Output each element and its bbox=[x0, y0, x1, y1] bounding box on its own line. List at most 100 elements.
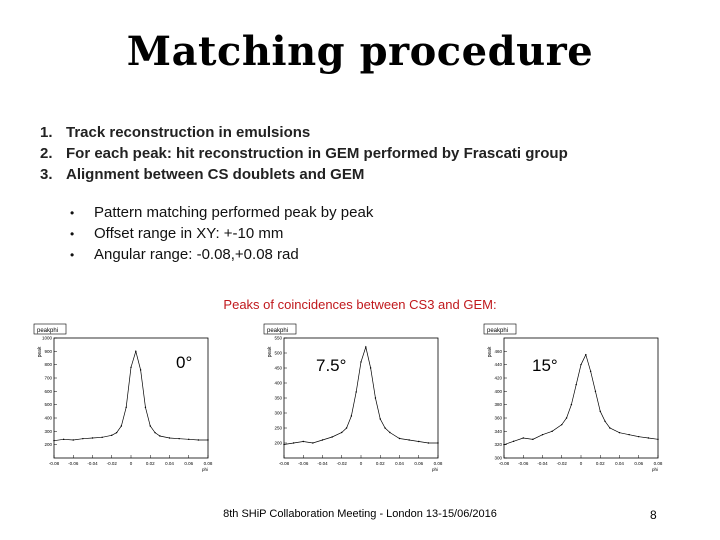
y-tick-label: 200 bbox=[274, 441, 282, 446]
angle-label-15: 15° bbox=[532, 356, 558, 375]
data-point bbox=[618, 431, 621, 434]
data-point bbox=[345, 427, 348, 429]
data-point bbox=[159, 435, 161, 437]
y-tick-label: 450 bbox=[274, 366, 282, 371]
data-point bbox=[139, 369, 142, 371]
data-point bbox=[101, 436, 103, 439]
x-tick-label: 0.06 bbox=[414, 461, 423, 466]
plot-frame bbox=[503, 337, 659, 459]
bullet-dot: • bbox=[70, 206, 75, 220]
x-tick-label: -0.04 bbox=[87, 461, 98, 466]
y-axis-label: peak bbox=[487, 346, 493, 357]
step-text: Track reconstruction in emulsions bbox=[66, 124, 311, 141]
peak-series-line bbox=[53, 350, 208, 442]
y-tick-label: 420 bbox=[494, 376, 502, 381]
data-point bbox=[589, 370, 592, 373]
steps-list: 1. Track reconstruction in emulsions 2. Fo… bbox=[40, 122, 568, 185]
plot-title: peakphi bbox=[487, 328, 508, 334]
x-tick-label: -0.08 bbox=[499, 461, 510, 466]
x-tick-label: 0.04 bbox=[615, 461, 624, 466]
y-tick-label: 400 bbox=[494, 389, 502, 394]
y-axis-label: peak bbox=[37, 346, 43, 357]
data-point bbox=[398, 437, 401, 440]
x-tick-label: 0.08 bbox=[204, 461, 213, 466]
x-tick-label: 0.06 bbox=[634, 461, 643, 466]
data-point bbox=[541, 433, 544, 436]
data-point bbox=[91, 437, 94, 439]
x-tick-label: 0 bbox=[360, 461, 363, 466]
x-tick-label: 0.02 bbox=[376, 461, 385, 466]
x-tick-label: -0.06 bbox=[298, 461, 309, 466]
data-point bbox=[427, 442, 430, 444]
data-point bbox=[512, 440, 515, 443]
data-point bbox=[604, 420, 606, 423]
y-axis-label: peak bbox=[267, 346, 273, 357]
data-point bbox=[599, 410, 601, 413]
data-point bbox=[647, 437, 650, 439]
data-point bbox=[178, 437, 180, 440]
x-tick-label: 0.08 bbox=[434, 461, 443, 466]
y-tick-label: 380 bbox=[494, 402, 502, 407]
data-point bbox=[360, 361, 362, 363]
data-point bbox=[168, 437, 171, 439]
y-tick-label: 400 bbox=[44, 416, 52, 421]
data-point bbox=[638, 435, 640, 438]
data-point bbox=[331, 436, 333, 438]
bullet-item: • Pattern matching performed peak by peak bbox=[70, 202, 373, 223]
data-point bbox=[594, 390, 597, 393]
angle-label-7-5: 7.5° bbox=[316, 356, 347, 375]
x-tick-label: -0.04 bbox=[317, 461, 328, 466]
bullet-text: Pattern matching performed peak by peak bbox=[94, 204, 374, 221]
data-point bbox=[111, 434, 113, 437]
y-tick-label: 340 bbox=[494, 429, 502, 434]
step-text: For each peak: hit reconstruction in GEM… bbox=[66, 145, 568, 162]
step-item: 3. Alignment between CS doublets and GEM bbox=[40, 164, 568, 185]
data-point bbox=[188, 438, 190, 441]
x-tick-label: 0 bbox=[130, 461, 133, 466]
y-tick-label: 460 bbox=[494, 349, 502, 354]
x-tick-label: 0.04 bbox=[165, 461, 174, 466]
y-tick-label: 360 bbox=[494, 416, 502, 421]
plot-title-box bbox=[263, 323, 297, 335]
data-point bbox=[125, 406, 127, 409]
data-point bbox=[503, 443, 505, 446]
bullet-dot: • bbox=[70, 227, 75, 241]
data-point bbox=[418, 440, 420, 443]
plots-caption: Peaks of coincidences between CS3 and GE… bbox=[223, 297, 497, 312]
data-point bbox=[570, 403, 573, 406]
angle-label-0: 0° bbox=[176, 353, 193, 372]
data-point bbox=[408, 439, 410, 441]
peak-plot-0deg: peakphi peak -0.08 -0.06 -0.04 -0.02 0 0.02 0.04… bbox=[32, 322, 214, 472]
x-tick-label: -0.06 bbox=[68, 461, 79, 466]
peak-plot-15deg: peakphi peak -0.08 -0.06 -0.04 -0.02 0 0.02 0.04… bbox=[482, 322, 664, 472]
y-tick-label: 350 bbox=[274, 396, 282, 401]
x-tick-label: -0.04 bbox=[537, 461, 548, 466]
footer-text: 8th SHiP Collaboration Meeting - London … bbox=[223, 508, 497, 520]
y-tick-label: 200 bbox=[44, 442, 52, 447]
x-tick-label: 0.08 bbox=[654, 461, 663, 466]
x-tick-label: -0.08 bbox=[279, 461, 290, 466]
data-point bbox=[154, 431, 156, 434]
data-point bbox=[135, 350, 137, 353]
y-tick-label: 300 bbox=[494, 456, 502, 461]
x-tick-label: 0.06 bbox=[184, 461, 193, 466]
x-axis-label: phi bbox=[432, 467, 438, 472]
data-point bbox=[609, 427, 611, 429]
peak-chart-0deg: peakphi peak -0.08 -0.06 -0.04 -0.02 0 0.02 0.04… bbox=[33, 323, 213, 472]
data-point bbox=[115, 431, 118, 434]
step-number: 3. bbox=[40, 166, 53, 183]
plot-title: peakphi bbox=[267, 328, 288, 334]
y-tick-label: 250 bbox=[274, 426, 282, 431]
data-point bbox=[53, 439, 55, 442]
data-point bbox=[120, 425, 123, 427]
bullet-text: Offset range in XY: +-10 mm bbox=[94, 225, 284, 242]
bullet-list: • Pattern matching performed peak by peak… bbox=[70, 202, 373, 265]
page-number: 8 bbox=[650, 508, 657, 522]
step-text: Alignment between CS doublets and GEM bbox=[66, 166, 365, 183]
peak-chart-15deg: peakphi peak -0.08 -0.06 -0.04 -0.02 0 0.02 0.04… bbox=[483, 323, 663, 472]
slide-title: Matching procedure bbox=[126, 28, 594, 75]
data-point bbox=[551, 430, 553, 433]
x-tick-label: 0.04 bbox=[395, 461, 404, 466]
y-tick-label: 900 bbox=[44, 349, 52, 354]
peak-plot-7-5deg: peakphi peak -0.08 -0.06 -0.04 -0.02 0 0.02 0.04… bbox=[262, 322, 444, 472]
